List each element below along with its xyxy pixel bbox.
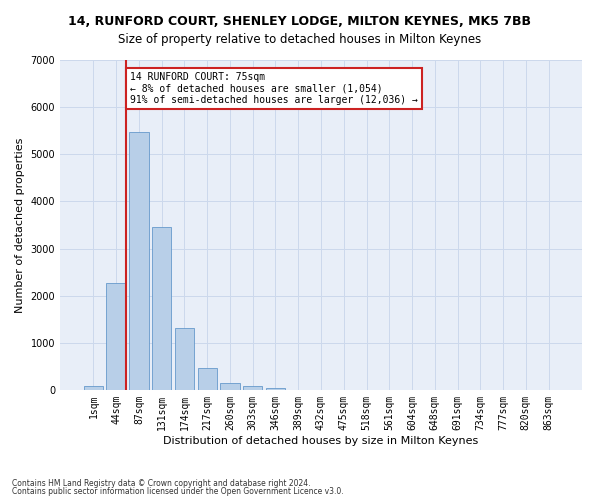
Text: 14, RUNFORD COURT, SHENLEY LODGE, MILTON KEYNES, MK5 7BB: 14, RUNFORD COURT, SHENLEY LODGE, MILTON… [68, 15, 532, 28]
Y-axis label: Number of detached properties: Number of detached properties [15, 138, 25, 312]
Bar [220, 382, 239, 390]
Bar [197, 368, 217, 390]
Text: Contains HM Land Registry data © Crown copyright and database right 2024.: Contains HM Land Registry data © Crown c… [12, 478, 311, 488]
Bar [266, 388, 285, 390]
Bar [175, 328, 194, 390]
Bar [84, 386, 103, 390]
Text: Contains public sector information licensed under the Open Government Licence v3: Contains public sector information licen… [12, 487, 344, 496]
Bar [106, 282, 126, 390]
Bar [129, 132, 149, 390]
Bar [152, 228, 172, 390]
Text: 14 RUNFORD COURT: 75sqm
← 8% of detached houses are smaller (1,054)
91% of semi-: 14 RUNFORD COURT: 75sqm ← 8% of detached… [130, 72, 418, 105]
Text: Size of property relative to detached houses in Milton Keynes: Size of property relative to detached ho… [118, 32, 482, 46]
X-axis label: Distribution of detached houses by size in Milton Keynes: Distribution of detached houses by size … [163, 436, 479, 446]
Bar [243, 386, 262, 390]
